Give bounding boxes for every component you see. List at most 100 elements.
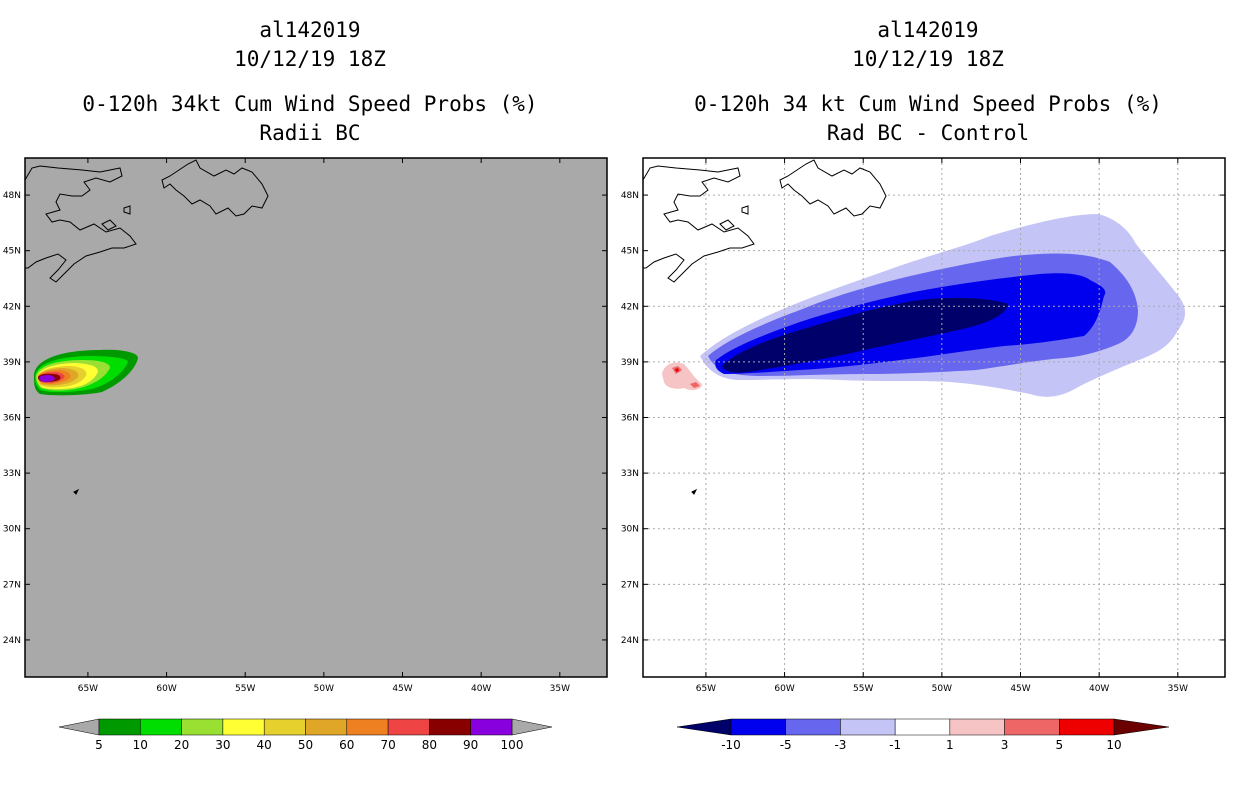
right-variant: Rad BC - Control bbox=[826, 121, 1030, 145]
left-colorbar: 5 10 20 30 40 50 60 70 80 90 100 bbox=[58, 718, 553, 752]
left-colorbar-over-arrow bbox=[511, 718, 553, 736]
right-chart-title: al142019 10/12/19 18Z 0-120h 34 kt Cum W… bbox=[628, 16, 1228, 148]
left-y-tick-label: 42N bbox=[3, 302, 21, 312]
right-colorbar-label: 5 bbox=[1055, 738, 1063, 752]
right-colorbar: -10 -5 -3 -1 1 3 5 10 bbox=[676, 718, 1170, 752]
right-storm-id: al142019 bbox=[877, 18, 979, 42]
left-y-axis: 24N 27N 30N 33N 36N 39N 42N 45N 48N bbox=[3, 191, 607, 646]
left-coastlines bbox=[24, 159, 269, 495]
left-newfoundland-outline bbox=[161, 159, 269, 217]
right-x-tick-label: 45W bbox=[1010, 684, 1030, 694]
right-colorbar-swatch bbox=[840, 718, 896, 736]
left-colorbar-label: 20 bbox=[174, 738, 189, 752]
diff-contour-plus3 bbox=[690, 382, 700, 388]
right-gridlines bbox=[643, 158, 1225, 677]
left-storm-id: al142019 bbox=[259, 18, 361, 42]
left-colorbar-swatch bbox=[305, 718, 348, 736]
right-x-tick-label: 60W bbox=[774, 684, 794, 694]
left-y-tick-label: 39N bbox=[3, 358, 21, 368]
right-product: 0-120h 34 kt Cum Wind Speed Probs (%) bbox=[694, 92, 1162, 116]
right-y-tick-label: 30N bbox=[621, 525, 639, 535]
left-x-tick-label: 40W bbox=[471, 684, 491, 694]
right-colorbar-label: -5 bbox=[780, 738, 792, 752]
right-y-axis: 24N 27N 30N 33N 36N 39N 42N 45N 48N bbox=[621, 191, 1225, 646]
right-x-axis: 65W 60W 55W 50W 45W 40W 35W bbox=[696, 158, 1188, 694]
left-colorbar-label: 40 bbox=[257, 738, 272, 752]
left-bermuda-outline bbox=[73, 488, 80, 495]
diff-contour-minus10 bbox=[722, 297, 1008, 373]
left-y-tick-label: 30N bbox=[3, 525, 21, 535]
left-x-tick-label: 50W bbox=[314, 684, 334, 694]
left-y-tick-label: 36N bbox=[3, 414, 21, 424]
left-colorbar-label: 30 bbox=[215, 738, 230, 752]
right-y-tick-label: 48N bbox=[621, 191, 639, 201]
right-coastlines bbox=[642, 159, 887, 495]
left-y-tick-label: 48N bbox=[3, 191, 21, 201]
right-colorbar-swatch bbox=[785, 718, 841, 736]
left-island-outline bbox=[101, 219, 117, 231]
left-colorbar-label: 5 bbox=[95, 738, 103, 752]
left-colorbar-swatch bbox=[470, 718, 513, 736]
left-y-tick-label: 33N bbox=[3, 469, 21, 479]
left-chart-title: al142019 10/12/19 18Z 0-120h 34kt Cum Wi… bbox=[10, 16, 610, 148]
left-x-tick-label: 65W bbox=[78, 684, 98, 694]
diff-contour-plus1 bbox=[662, 362, 702, 391]
left-x-axis: 65W 60W 55W 50W 45W 40W 35W bbox=[78, 158, 570, 694]
left-probability-field bbox=[34, 349, 138, 396]
right-colorbar-over-arrow bbox=[1113, 718, 1170, 736]
right-colorbar-label: -1 bbox=[889, 738, 901, 752]
left-colorbar-swatch bbox=[140, 718, 182, 736]
left-colorbar-swatch bbox=[222, 718, 265, 736]
right-colorbar-label: -3 bbox=[834, 738, 846, 752]
left-y-tick-label: 24N bbox=[3, 636, 21, 646]
left-datetime: 10/12/19 18Z bbox=[234, 47, 386, 71]
left-colorbar-label: 50 bbox=[298, 738, 313, 752]
right-x-tick-label: 40W bbox=[1089, 684, 1109, 694]
left-colorbar-swatch bbox=[263, 718, 306, 736]
right-y-tick-label: 24N bbox=[621, 636, 639, 646]
left-colorbar-swatch bbox=[346, 718, 389, 736]
left-canada-maritimes-outline bbox=[24, 165, 137, 283]
right-x-tick-label: 55W bbox=[853, 684, 873, 694]
right-colorbar-swatch bbox=[894, 718, 951, 736]
left-colorbar-label: 10 bbox=[133, 738, 148, 752]
right-colorbar-swatch bbox=[1004, 718, 1060, 736]
left-island-outline bbox=[123, 205, 131, 215]
right-colorbar-label: 10 bbox=[1106, 738, 1121, 752]
right-x-tick-label: 50W bbox=[932, 684, 952, 694]
right-colorbar-label: 1 bbox=[946, 738, 954, 752]
left-y-tick-label: 45N bbox=[3, 247, 21, 257]
left-x-tick-label: 60W bbox=[156, 684, 176, 694]
right-bermuda-outline bbox=[691, 488, 698, 495]
right-x-tick-label: 65W bbox=[696, 684, 716, 694]
left-colorbar-swatch bbox=[387, 718, 430, 736]
left-colorbar-label: 60 bbox=[339, 738, 354, 752]
right-y-tick-label: 27N bbox=[621, 580, 639, 590]
left-x-tick-label: 55W bbox=[235, 684, 255, 694]
left-x-tick-label: 45W bbox=[392, 684, 412, 694]
right-difference-field bbox=[662, 214, 1186, 397]
right-y-tick-label: 42N bbox=[621, 302, 639, 312]
right-island-outline bbox=[719, 219, 735, 231]
diff-contour-plus5 bbox=[675, 368, 679, 372]
right-canada-maritimes-outline bbox=[642, 165, 755, 283]
right-colorbar-swatch bbox=[949, 718, 1005, 736]
left-variant: Radii BC bbox=[259, 121, 361, 145]
left-colorbar-swatch bbox=[181, 718, 224, 736]
right-newfoundland-outline bbox=[779, 159, 887, 217]
right-x-tick-label: 35W bbox=[1168, 684, 1188, 694]
left-colorbar-swatch bbox=[429, 718, 471, 736]
right-y-tick-label: 39N bbox=[621, 358, 639, 368]
right-y-tick-label: 33N bbox=[621, 469, 639, 479]
right-y-tick-label: 45N bbox=[621, 247, 639, 257]
prob-contour-90 bbox=[39, 375, 55, 382]
left-x-tick-label: 35W bbox=[550, 684, 570, 694]
right-map-panel: 65W 60W 55W 50W 45W 40W 35W 24N 27N 30N 33N 36N 39N… bbox=[621, 157, 1226, 752]
right-island-outline bbox=[741, 205, 749, 215]
left-colorbar-label: 100 bbox=[501, 738, 524, 752]
left-colorbar-label: 80 bbox=[422, 738, 437, 752]
left-colorbar-under-arrow bbox=[58, 718, 100, 736]
right-datetime: 10/12/19 18Z bbox=[852, 47, 1004, 71]
right-colorbar-label: 3 bbox=[1001, 738, 1009, 752]
